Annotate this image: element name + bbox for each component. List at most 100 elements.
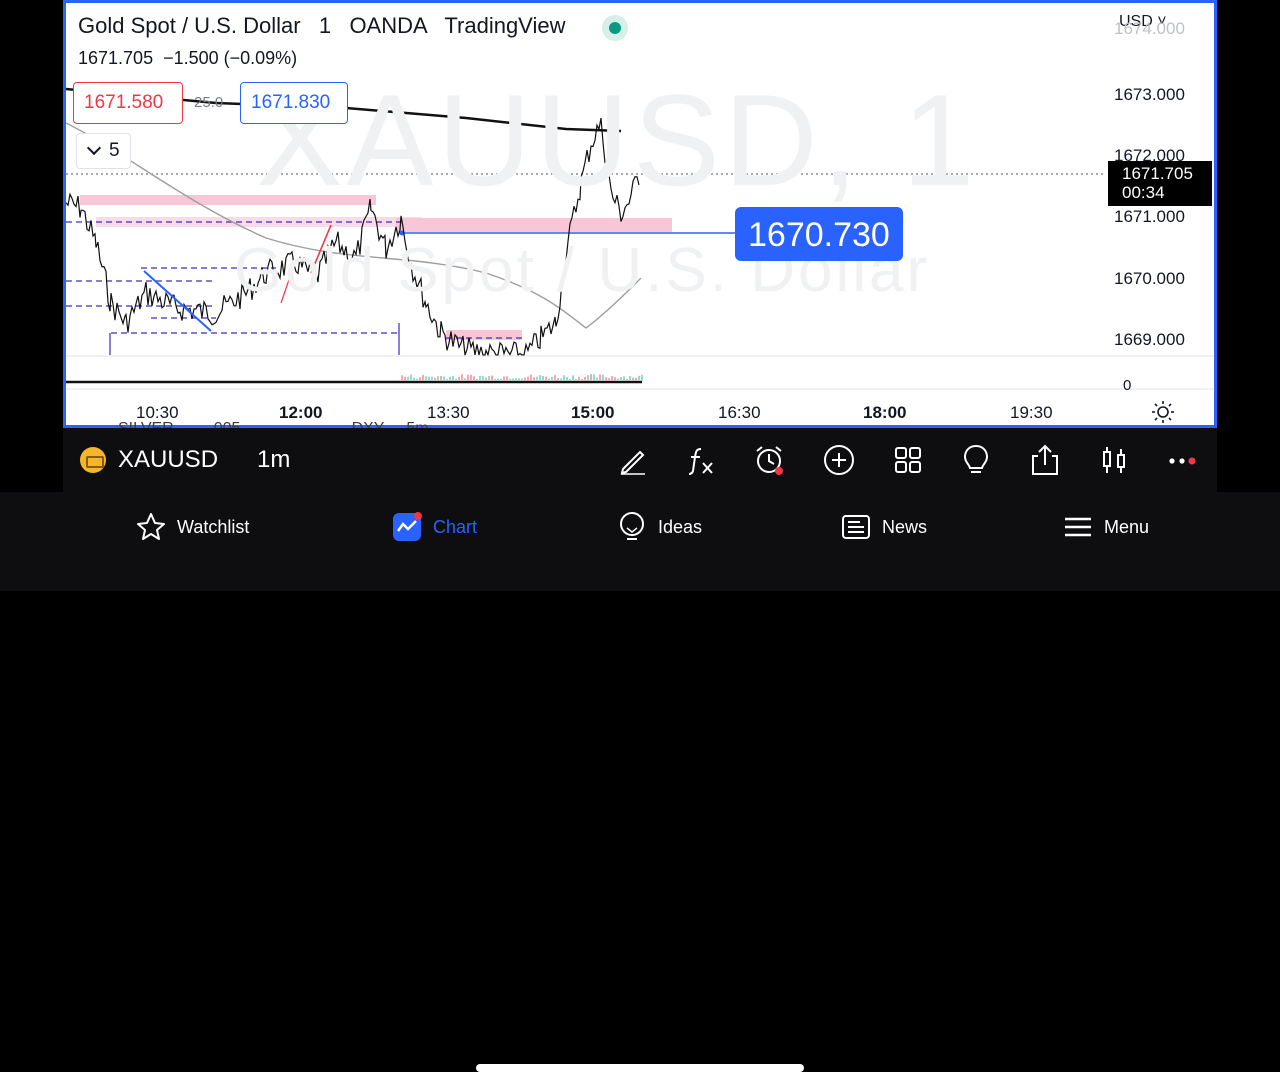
sun-settings-icon[interactable] [1151,400,1175,424]
volume-bar [578,376,580,381]
volume-bar [587,375,589,381]
alert-button[interactable] [753,443,787,477]
volume-bar [455,378,457,381]
market-open-icon[interactable] [602,15,628,41]
volume-bar [563,375,565,381]
volume-bar [482,375,484,381]
volume-bar [569,378,571,381]
tab-menu[interactable]: Menu [1062,510,1149,544]
volume-bar [476,378,478,381]
volume-bar [407,376,409,381]
volume-bar [515,378,517,381]
volume-bar [446,378,448,381]
volume-bar [500,378,502,381]
alarm-clock-icon [756,446,783,475]
indicator-count: 5 [109,140,120,161]
more-button[interactable] [1166,443,1200,477]
candles-icon [1103,447,1125,473]
layout-button[interactable] [891,443,925,477]
volume-bar [527,376,529,381]
volume-zero-tick: 0 [1123,377,1132,394]
volume-bar [602,374,604,381]
symbol-toolbar: XAUUSD 1m [63,428,1217,492]
volume-bar [491,375,493,381]
currency-label: USD [1119,13,1153,30]
last-price-tag: 1671.705 00:34 [1108,161,1212,206]
star-icon [137,513,165,540]
volume-bar [542,375,544,381]
volume-bar [518,378,520,381]
ma-black [66,87,622,133]
volume-bar [461,374,463,381]
volume-bar [623,376,625,381]
pencil-icon [620,450,645,475]
currency-selector[interactable]: USD ˅ [1119,13,1167,30]
more-dots-icon [1169,457,1196,465]
volume-bars [401,374,643,381]
volume-bar [494,378,496,381]
share-button[interactable] [1028,443,1062,477]
spread-value: 25.0 [194,94,224,111]
volume-bar [596,377,598,381]
tab-label: News [882,516,928,537]
tab-chart[interactable]: Chart [391,510,477,544]
price-tick: 1672.000 [1114,146,1185,165]
volume-bar [452,375,454,381]
volume-bar [635,377,637,381]
share-icon [1032,444,1058,475]
indicators-collapse-button[interactable]: 5 [76,133,131,169]
volume-bar [572,375,574,381]
price-tick: 1671.000 [1114,207,1185,226]
chart-type-button[interactable] [1097,443,1131,477]
chart-area[interactable]: XAUUSD, 1 Gold Spot / U.S. Dollar Gold S… [63,0,1217,428]
volume-bar [428,376,430,381]
zone-rect [396,218,672,232]
volume-bar [614,377,616,381]
volume-bar [581,378,583,381]
volume-bar [626,378,628,381]
buy-button[interactable]: 1671.830 [240,82,348,124]
indicators-button[interactable] [685,443,719,477]
volume-bar [440,376,442,381]
volume-bar [533,377,535,381]
volume-bar [524,377,526,381]
price-chart[interactable] [66,3,1214,425]
ideas-tool-button[interactable] [959,443,993,477]
chevron-down-icon [86,140,102,156]
volume-bar [404,376,406,381]
tab-watchlist[interactable]: Watchlist [135,510,249,544]
price-tick: 1674.000 [1114,19,1185,38]
tab-ideas[interactable]: Ideas [616,510,702,544]
volume-bar [560,378,562,381]
volume-bar [584,376,586,381]
volume-bar [632,377,634,381]
chart-icon [393,512,422,541]
volume-bar [638,375,640,381]
time-tick: 10:30 [136,403,179,422]
fx-icon [688,448,713,475]
time-tick: 18:00 [863,403,907,422]
volume-bar [590,374,592,381]
symbol-search-button[interactable]: XAUUSD [118,446,219,473]
chart-title[interactable]: Gold Spot / U.S. Dollar 1 OANDA TradingV… [78,13,566,38]
volume-bar [629,375,631,381]
volume-bar [551,376,553,381]
volume-bar [416,378,418,381]
tab-label: Watchlist [177,516,250,537]
draw-tool-button[interactable] [616,443,650,477]
volume-bar [641,374,643,381]
plus-circle-icon [824,445,854,475]
price-annotation-label[interactable]: 1670.730 [735,207,903,261]
volume-bar [566,377,568,381]
tab-news[interactable]: News [840,510,927,544]
volume-bar [431,376,433,381]
volume-bar [521,378,523,381]
volume-bar [506,376,508,381]
volume-bar [554,375,556,381]
interval-button[interactable]: 1m [257,446,291,473]
volume-bar [467,374,469,381]
sell-button[interactable]: 1671.580 [73,82,183,124]
volume-bar [611,376,613,381]
add-button[interactable] [822,443,856,477]
level-lines [66,221,526,339]
